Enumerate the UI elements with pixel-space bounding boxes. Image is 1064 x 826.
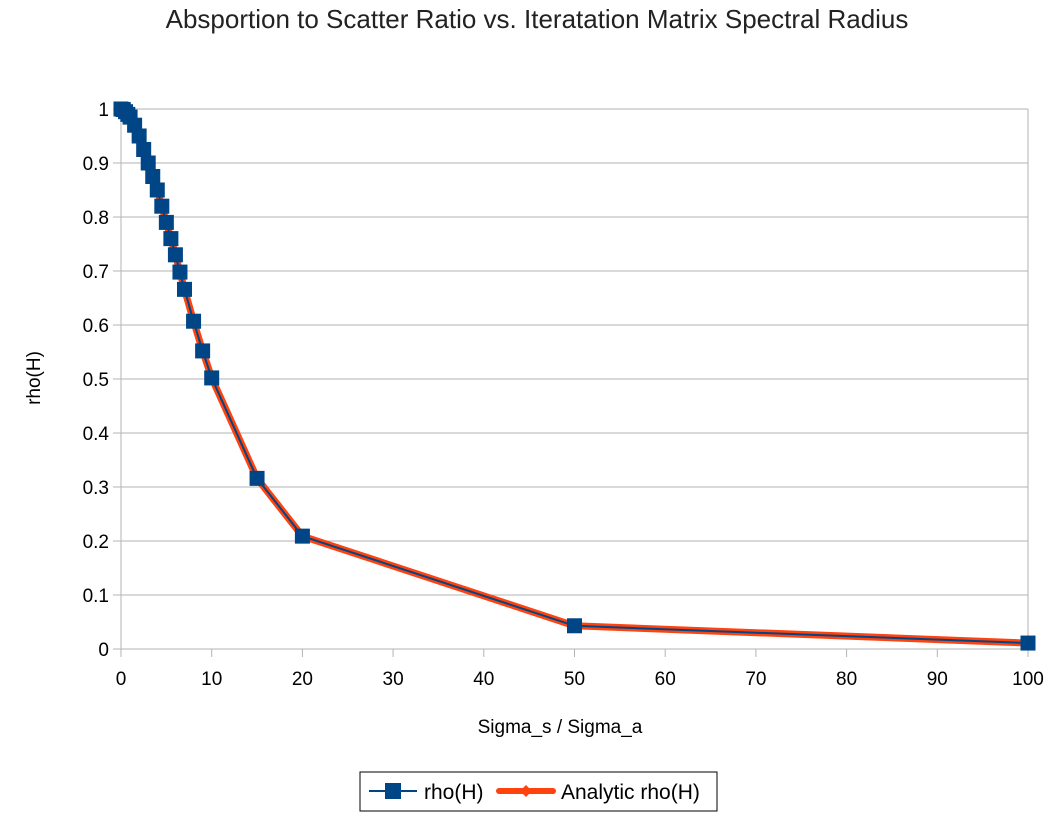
x-tick-label: 0: [116, 669, 127, 690]
data-point-rho: [204, 370, 220, 386]
data-point-rho: [167, 247, 183, 263]
data-point-rho: [145, 169, 161, 184]
x-tick-label: 50: [564, 669, 585, 690]
y-tick-labels: 0 0.1 0.2 0.3 0.4 0.5 0.6 0.7 0.8 0.9 1: [83, 100, 110, 661]
data-point-rho: [131, 128, 147, 144]
x-tick-label: 30: [383, 669, 404, 690]
x-tick-labels: 0 10 20 30 40 50 60 70 80 90 100: [116, 649, 1044, 690]
data-point-rho: [567, 618, 582, 634]
data-point-rho: [172, 264, 188, 280]
x-tick-label: 20: [292, 669, 313, 690]
series-line-analytic-rho: [117, 105, 1032, 647]
data-point-rho: [294, 528, 310, 544]
data-point-rho: [176, 281, 192, 297]
data-point-rho: [149, 182, 165, 198]
x-tick-label: 10: [201, 669, 222, 690]
x-axis-label: Sigma_s / Sigma_a: [478, 717, 643, 738]
x-tick-label: 90: [927, 669, 948, 690]
legend-marker-diamond-icon: [520, 785, 532, 797]
legend: rho(H) Analytic rho(H): [359, 771, 718, 812]
grid: [113, 108, 1028, 650]
x-tick-label: 100: [1012, 669, 1044, 690]
data-point-rho: [154, 198, 170, 214]
y-tick-label: 0.1: [83, 586, 109, 607]
y-tick-label: 0.7: [83, 262, 109, 283]
data-point-rho: [186, 313, 202, 329]
y-tick-label: 0.8: [83, 208, 109, 229]
y-tick-label: 0.9: [83, 154, 109, 175]
x-tick-label: 60: [655, 669, 676, 690]
data-point-rho: [249, 470, 265, 486]
y-tick-label: 0.3: [83, 478, 109, 499]
data-point-rho: [195, 343, 211, 359]
data-point-rho: [1020, 635, 1036, 651]
data-point-rho: [163, 231, 179, 247]
x-tick-label: 70: [745, 669, 766, 690]
data-point-rho: [136, 142, 152, 157]
legend-marker-square-icon: [385, 783, 401, 799]
y-tick-label: 0.4: [83, 424, 110, 445]
legend-label-analytic-rho: Analytic rho(H): [561, 781, 700, 804]
data-point-rho: [140, 155, 156, 171]
data-point-rho: [158, 214, 174, 230]
series-line-rho: [120, 108, 1029, 645]
series-layer: [113, 101, 1036, 651]
legend-label-rho: rho(H): [424, 781, 484, 804]
x-tick-label: 40: [473, 669, 494, 690]
y-tick-label: 0: [98, 640, 109, 661]
x-tick-label: 80: [836, 669, 857, 690]
y-tick-label: 0.2: [83, 532, 109, 553]
y-tick-label: 0.6: [83, 316, 109, 337]
chart-title: Absportion to Scatter Ratio vs. Iteratat…: [166, 4, 909, 34]
y-tick-label: 1: [98, 100, 109, 121]
y-axis-label: rho(H): [24, 351, 45, 405]
y-tick-label: 0.5: [83, 370, 109, 391]
